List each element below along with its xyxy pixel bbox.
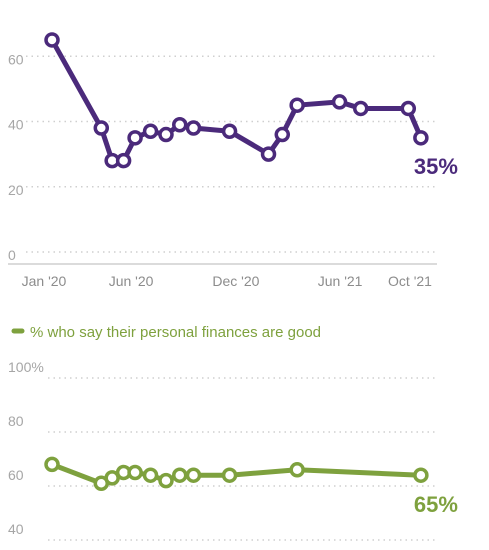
data-point (171, 117, 188, 133)
x-tick-label: Oct '21 (388, 273, 432, 289)
data-point (221, 123, 238, 140)
data-point (221, 467, 238, 483)
data-point (44, 32, 60, 48)
legend-label: % who say their personal finances are go… (30, 324, 321, 341)
data-point (142, 123, 159, 140)
data-point (413, 467, 429, 483)
series-line (49, 37, 424, 164)
data-point (413, 130, 429, 146)
data-point (44, 456, 60, 473)
data-point (115, 152, 132, 169)
data-point (331, 94, 348, 110)
data-point (127, 464, 143, 481)
legend: % who say their personal finances are go… (11, 324, 321, 341)
data-point (352, 100, 369, 117)
data-point (260, 146, 277, 162)
data-point (274, 126, 291, 143)
y-tick-label: 80 (8, 413, 24, 429)
end-value-label: 35% (414, 154, 458, 179)
data-point (93, 120, 110, 136)
y-tick-label: 20 (8, 182, 24, 198)
x-tick-label: Jan '20 (22, 273, 67, 289)
y-tick-label: 40 (8, 521, 24, 537)
end-value-label: 65% (414, 492, 458, 517)
data-point (171, 467, 188, 483)
data-point (400, 100, 417, 117)
y-tick-label: 60 (8, 51, 24, 67)
x-tick-label: Jun '20 (109, 273, 154, 289)
data-point (142, 467, 159, 483)
y-tick-label: 100% (8, 359, 44, 375)
y-tick-label: 0 (8, 247, 16, 263)
top-chart: 80 60 40 20 0 Jan '20 Jun '20 Dec '20 Jun '21 Oct… (8, 0, 458, 289)
data-point (289, 462, 305, 478)
x-tick-label: Dec '20 (212, 273, 259, 289)
y-tick-label: 40 (8, 117, 24, 133)
data-point (158, 126, 174, 143)
y-tick-label: 80 (8, 0, 24, 2)
bottom-chart: % who say their personal finances are go… (8, 324, 458, 541)
data-point (158, 472, 174, 489)
data-point (185, 120, 202, 136)
data-point (127, 130, 143, 146)
x-tick-label: Jun '21 (318, 273, 363, 289)
data-point (185, 467, 202, 483)
data-point (289, 97, 305, 113)
y-tick-label: 60 (8, 467, 24, 483)
